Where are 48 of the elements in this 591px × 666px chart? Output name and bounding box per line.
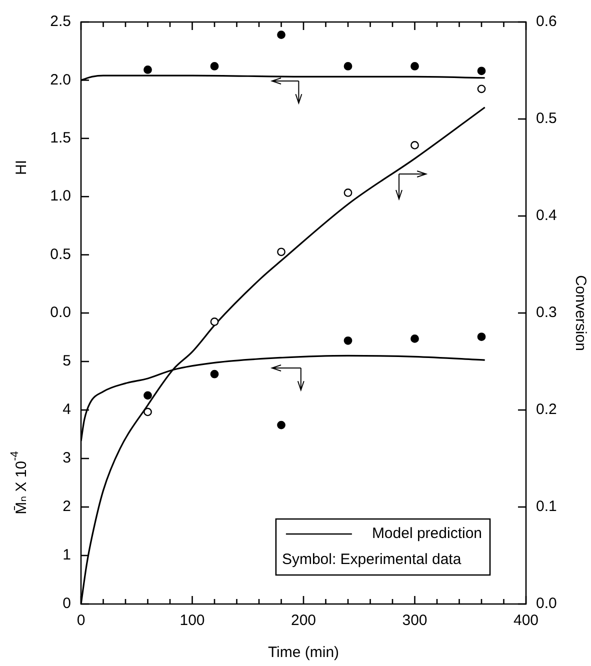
- x-tick-label: 300: [402, 612, 428, 630]
- y-tick-label: 3: [62, 450, 71, 467]
- y2-tick-label: 0.1: [536, 498, 557, 516]
- y2-tick-label: 0.5: [536, 110, 557, 128]
- y3-tick-label: 0.5: [50, 246, 71, 263]
- point: [144, 408, 152, 416]
- point: [277, 420, 286, 430]
- point: [344, 336, 352, 345]
- x-axis-title: Time (min): [268, 644, 340, 662]
- y-tick-label: 5: [62, 352, 71, 370]
- point: [410, 62, 419, 70]
- y2-axis-title: Conversion: [572, 275, 589, 351]
- x-tick-label: 400: [513, 612, 539, 630]
- point: [144, 66, 152, 74]
- point: [344, 188, 352, 197]
- y3-tick-label: 1.5: [50, 130, 71, 147]
- y2-tick-label: 0.3: [536, 304, 557, 322]
- y-tick-label: 1: [62, 546, 71, 564]
- y2-tick-label: 0.6: [536, 13, 557, 30]
- y3-tick-label: 0.0: [50, 304, 71, 322]
- point: [477, 66, 486, 76]
- point: [410, 334, 419, 343]
- y3-axis-title: HI: [13, 160, 30, 175]
- y2-tick-label: 0.0: [536, 595, 557, 612]
- annotation: Symbol: Experimental data: [282, 551, 462, 568]
- y3-tick-label: 1.0: [50, 188, 71, 205]
- y3-tick-label: 2.0: [50, 71, 71, 88]
- point: [210, 370, 219, 378]
- point: [344, 62, 352, 70]
- point: [210, 62, 219, 70]
- y-tick-label: 2: [62, 498, 71, 516]
- y-tick-label: 0: [62, 595, 71, 612]
- x-tick-label: 100: [180, 612, 205, 630]
- point: [277, 30, 286, 40]
- y-tick-label: 4: [62, 401, 71, 418]
- point: [277, 248, 286, 256]
- y2-tick-label: 0.2: [536, 401, 557, 418]
- x-tick-label: 200: [290, 612, 316, 630]
- point: [410, 140, 419, 150]
- point: [477, 84, 486, 94]
- legend-label: Model prediction: [372, 525, 482, 542]
- y3-tick-label: 2.5: [50, 13, 71, 30]
- point: [144, 391, 152, 400]
- x-tick-label: 0: [76, 612, 86, 630]
- point: [477, 332, 486, 341]
- y-axis-title: M̄ₙ X 10-4: [9, 451, 30, 514]
- point: [210, 318, 219, 326]
- y2-tick-label: 0.4: [536, 207, 557, 224]
